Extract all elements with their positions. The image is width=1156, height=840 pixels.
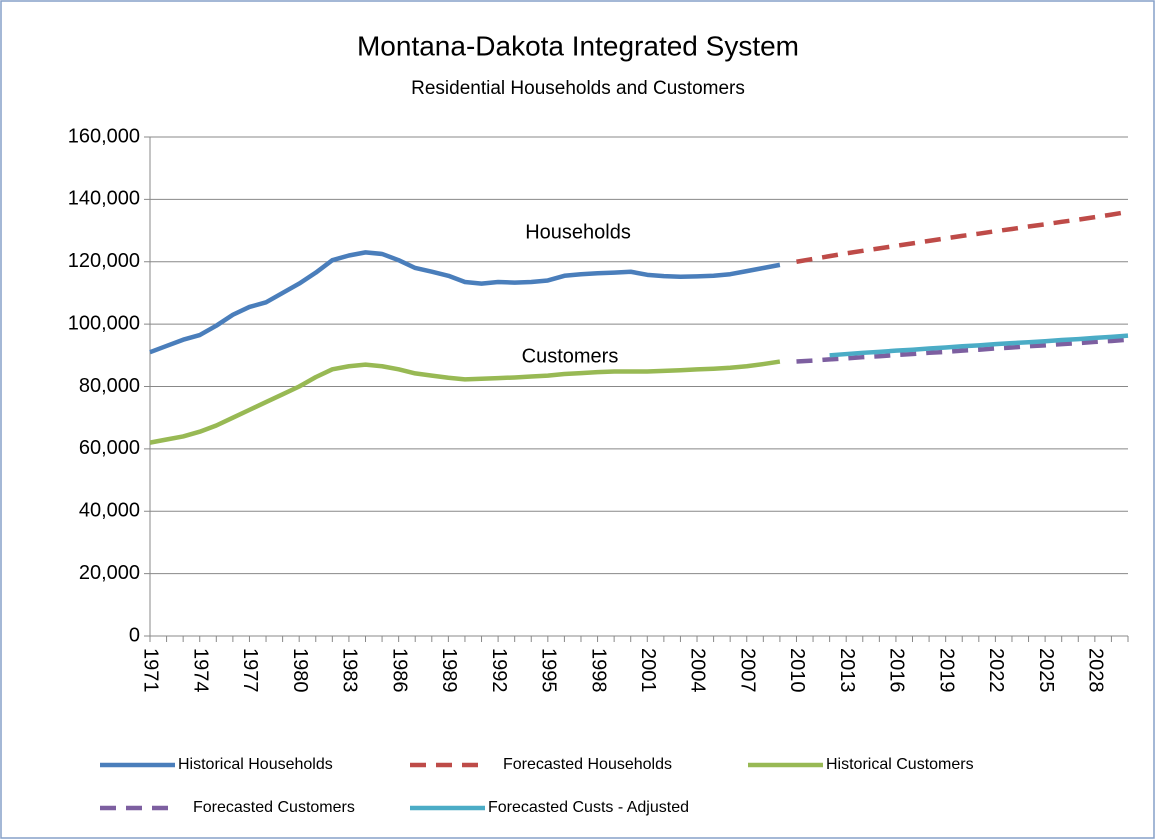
- x-tick-label: 2019: [935, 648, 957, 693]
- y-tick-label: 60,000: [79, 437, 140, 459]
- x-tick-label: 2022: [985, 648, 1007, 693]
- series-line: [796, 337, 1129, 364]
- x-tick-label: 1998: [587, 648, 609, 693]
- series-line: [149, 359, 781, 445]
- x-tick-label: 1977: [239, 648, 261, 693]
- series-line: [796, 209, 1129, 264]
- legend-label: Forecasted Households: [503, 756, 672, 773]
- legend-label: Forecasted Customers: [193, 799, 355, 816]
- chart-title: Montana-Dakota Integrated System: [357, 30, 799, 61]
- annotation: Households: [525, 221, 631, 243]
- x-tick-label: 2007: [736, 648, 758, 693]
- x-tick-label: 2028: [1085, 648, 1107, 693]
- legend-label: Forecasted Custs - Adjusted: [488, 799, 689, 816]
- x-tick-label: 1986: [388, 648, 410, 693]
- chart-subtitle: Residential Households and Customers: [411, 78, 745, 99]
- x-tick-label: 1989: [438, 648, 460, 693]
- x-tick-label: 1992: [488, 648, 510, 693]
- y-tick-label: 100,000: [68, 312, 140, 334]
- y-tick-label: 20,000: [79, 562, 140, 584]
- x-tick-label: 2013: [836, 648, 858, 693]
- legend-label: Historical Households: [178, 756, 333, 773]
- series-line: [829, 333, 1129, 358]
- x-tick-label: 1995: [538, 648, 560, 693]
- x-tick-label: 1983: [339, 648, 361, 693]
- y-tick-label: 80,000: [79, 375, 140, 397]
- annotation: Customers: [522, 345, 619, 367]
- x-tick-label: 1980: [289, 648, 311, 693]
- y-tick-label: 40,000: [79, 500, 140, 522]
- y-tick-label: 140,000: [68, 188, 140, 210]
- y-tick-label: 160,000: [68, 125, 140, 147]
- x-tick-label: 2010: [786, 648, 808, 693]
- x-tick-label: 2001: [637, 648, 659, 693]
- x-tick-label: 2016: [886, 648, 908, 693]
- legend-label: Historical Customers: [826, 756, 974, 773]
- x-tick-label: 2004: [687, 648, 709, 693]
- y-tick-label: 120,000: [68, 250, 140, 272]
- x-tick-label: 1971: [140, 648, 162, 693]
- series-line: [149, 250, 781, 355]
- y-tick-label: 0: [129, 624, 140, 646]
- x-tick-label: 1974: [189, 648, 211, 693]
- x-tick-label: 2025: [1035, 648, 1057, 693]
